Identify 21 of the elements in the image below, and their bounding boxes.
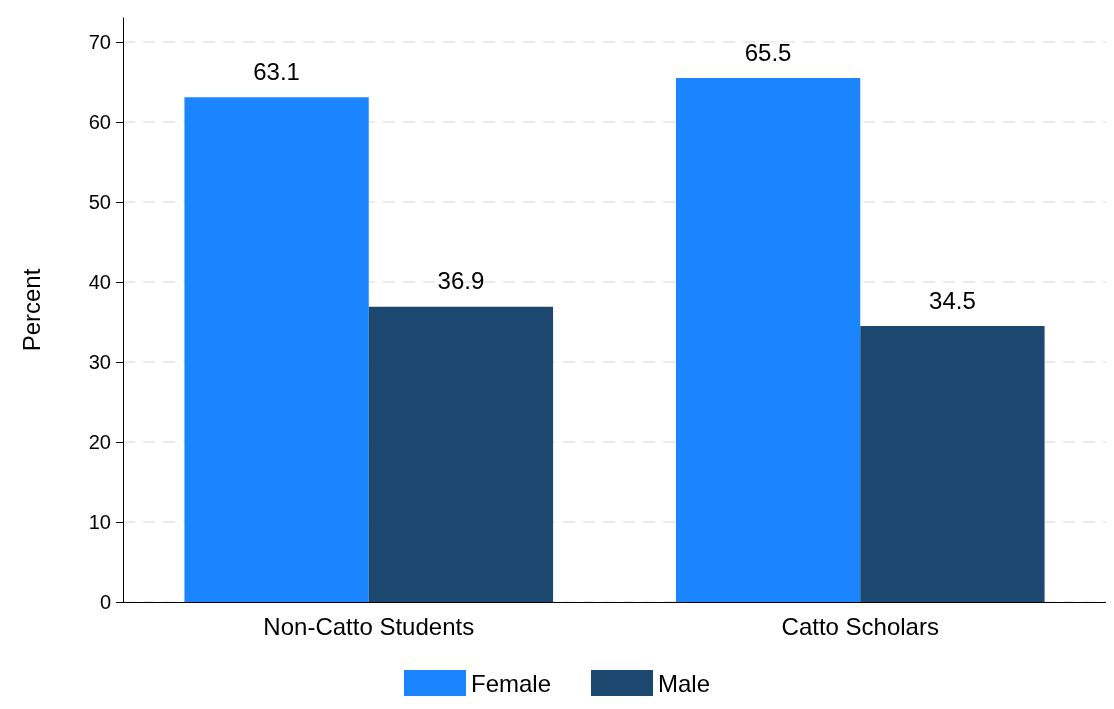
y-tick-label: 0: [99, 591, 111, 613]
x-tick-label: Non-Catto Students: [263, 612, 475, 640]
legend-label: Female: [470, 669, 552, 697]
bar: [368, 306, 554, 602]
y-axis-title: Percent: [17, 268, 45, 352]
bar: [184, 97, 369, 602]
y-tick-label: 10: [88, 511, 111, 533]
bar: [675, 78, 861, 602]
data-label: 34.5: [929, 286, 976, 314]
y-tick-label: 60: [88, 111, 111, 133]
legend-label: Male: [658, 669, 711, 697]
data-label: 36.9: [437, 267, 485, 295]
y-tick-label: 50: [88, 191, 111, 213]
y-tick-label: 70: [88, 31, 111, 53]
y-tick-label: 40: [88, 271, 111, 293]
data-label: 63.1: [253, 57, 300, 85]
y-tick-label: 20: [88, 431, 111, 453]
data-label: 65.5: [744, 38, 792, 66]
bar: [860, 326, 1045, 602]
x-tick-label: Catto Scholars: [781, 612, 939, 640]
y-tick-label: 30: [88, 351, 111, 373]
